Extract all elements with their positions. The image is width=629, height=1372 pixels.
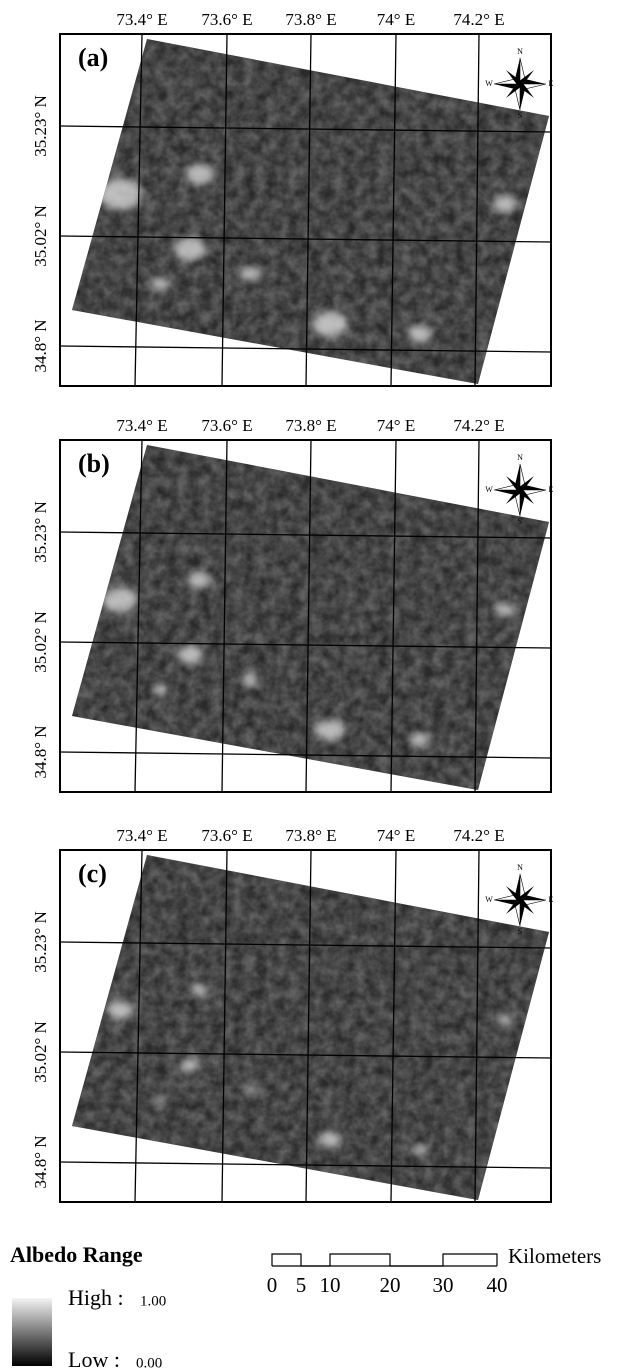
lon-label: 73.8° E: [285, 826, 336, 845]
lon-label: 73.4° E: [116, 826, 167, 845]
compass-e: E: [549, 485, 554, 494]
scale-tick-label: 0: [267, 1273, 278, 1297]
panel-label: (a): [78, 43, 108, 72]
compass-n: N: [517, 863, 523, 872]
lat-label: 34.8° N: [31, 319, 50, 372]
compass-w: W: [485, 895, 493, 904]
scale-tick-label: 10: [320, 1273, 341, 1297]
legend-high-label: High :: [68, 1285, 124, 1310]
scale-tick-label: 30: [433, 1273, 454, 1297]
lon-label: 74° E: [377, 826, 415, 845]
scale-tick-label: 20: [380, 1273, 401, 1297]
bright-patch: [312, 311, 348, 336]
legend-low-value: 0.00: [136, 1355, 162, 1371]
bright-patch: [242, 674, 258, 685]
compass-n: N: [517, 47, 523, 56]
bright-patch: [240, 267, 260, 281]
lat-label: 35.02° N: [31, 611, 50, 673]
compass-e: E: [549, 79, 554, 88]
figure: 73.4° E 73.6° E 73.8° E 74° E 74.2° E 35.23° …: [0, 0, 629, 1372]
bright-patch: [98, 179, 142, 210]
panel-label: (c): [78, 859, 107, 888]
bright-patch: [495, 603, 514, 616]
bright-patch: [189, 572, 211, 588]
panel-label: (b): [78, 449, 110, 478]
bright-patch: [408, 326, 432, 343]
bright-patch: [498, 1015, 512, 1025]
bright-patch: [319, 1132, 341, 1147]
lon-label: 74.2° E: [453, 826, 504, 845]
bright-patch: [186, 164, 214, 184]
bright-patch: [413, 1145, 427, 1155]
scale-tick-label: 5: [296, 1273, 307, 1297]
map-panel: 73.4° E 73.6° E 73.8° E 74° E 74.2° E 35.23° …: [31, 416, 554, 792]
bright-patch: [102, 588, 137, 613]
lat-label: 34.8° N: [31, 725, 50, 778]
compass-w: W: [485, 485, 493, 494]
lat-label: 35.23° N: [31, 501, 50, 563]
compass-s: S: [518, 517, 522, 526]
lon-label: 73.4° E: [116, 416, 167, 435]
bright-patch: [174, 238, 206, 260]
lat-label: 35.23° N: [31, 911, 50, 973]
legend-low-label: Low :: [68, 1347, 120, 1372]
compass-s: S: [518, 111, 522, 120]
bright-patch: [155, 1096, 166, 1104]
lon-label: 73.6° E: [201, 10, 252, 29]
lon-label: 73.4° E: [116, 10, 167, 29]
lon-label: 73.6° E: [201, 416, 252, 435]
bright-patch: [177, 646, 203, 664]
map-panel: 73.4° E 73.6° E 73.8° E 74° E 74.2° E 35.23° …: [31, 826, 554, 1202]
bright-patch: [153, 685, 167, 695]
lon-label: 74.2° E: [453, 10, 504, 29]
lon-label: 74° E: [377, 10, 415, 29]
compass-s: S: [518, 927, 522, 936]
bright-patch: [180, 1058, 199, 1071]
bright-patch: [107, 1001, 133, 1019]
lon-label: 73.8° E: [285, 416, 336, 435]
bright-patch: [410, 733, 429, 746]
scale-unit: Kilometers: [508, 1244, 601, 1268]
legend-title: Albedo Range: [10, 1242, 143, 1267]
lon-label: 73.6° E: [201, 826, 252, 845]
bright-patch: [151, 278, 169, 291]
compass-n: N: [517, 453, 523, 462]
compass-w: W: [485, 79, 493, 88]
lon-label: 73.8° E: [285, 10, 336, 29]
compass-e: E: [549, 895, 554, 904]
lat-label: 35.02° N: [31, 205, 50, 267]
lat-label: 35.02° N: [31, 1021, 50, 1083]
bright-patch: [192, 984, 209, 996]
lon-label: 74° E: [377, 416, 415, 435]
bright-patch: [493, 196, 517, 213]
lat-label: 34.8° N: [31, 1135, 50, 1188]
scale-bar: [272, 1254, 497, 1266]
legend-gradient: [12, 1298, 52, 1366]
bright-patch: [244, 1086, 256, 1094]
bright-patch: [316, 720, 345, 740]
legend-high-value: 1.00: [140, 1293, 166, 1309]
lon-label: 74.2° E: [453, 416, 504, 435]
map-panel: 73.4° E 73.6° E 73.8° E 74° E 74.2° E 35.23° …: [31, 10, 554, 386]
lat-label: 35.23° N: [31, 95, 50, 157]
scale-tick-label: 40: [487, 1273, 508, 1297]
